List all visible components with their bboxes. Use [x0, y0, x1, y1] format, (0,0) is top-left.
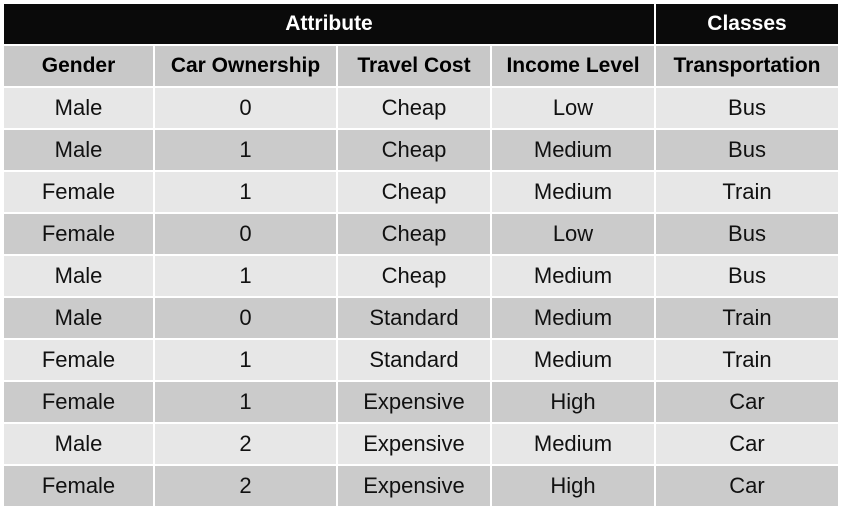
attribute-group-header: Attribute [4, 4, 656, 46]
transportation-data-table: Attribute Classes Gender Car Ownership T… [4, 4, 838, 508]
table-row: Male 1 Cheap Medium Bus [4, 129, 838, 172]
cell-gender: Male [4, 423, 155, 466]
cell-income-level: Medium [491, 297, 656, 340]
classes-group-header: Classes [655, 4, 838, 46]
table-row: Male 0 Cheap Low Bus [4, 87, 838, 130]
cell-travel-cost: Standard [337, 297, 492, 340]
table-row: Female 0 Cheap Low Bus [4, 213, 838, 256]
cell-gender: Male [4, 255, 155, 298]
table-row: Female 1 Cheap Medium Train [4, 171, 838, 214]
cell-car-ownership: 1 [154, 339, 338, 382]
cell-transportation: Car [655, 381, 838, 424]
cell-car-ownership: 1 [154, 255, 338, 298]
group-header-row: Attribute Classes [4, 4, 838, 46]
cell-travel-cost: Cheap [337, 255, 492, 298]
cell-gender: Female [4, 213, 155, 256]
cell-transportation: Bus [655, 255, 838, 298]
cell-car-ownership: 2 [154, 423, 338, 466]
cell-income-level: Low [491, 87, 656, 130]
cell-gender: Male [4, 87, 155, 130]
cell-gender: Female [4, 381, 155, 424]
cell-income-level: Medium [491, 129, 656, 172]
cell-transportation: Train [655, 297, 838, 340]
cell-car-ownership: 2 [154, 465, 338, 508]
cell-transportation: Train [655, 339, 838, 382]
cell-travel-cost: Cheap [337, 171, 492, 214]
column-header-transportation: Transportation [655, 45, 838, 88]
cell-transportation: Bus [655, 213, 838, 256]
cell-travel-cost: Expensive [337, 423, 492, 466]
cell-transportation: Train [655, 171, 838, 214]
cell-car-ownership: 1 [154, 129, 338, 172]
table-row: Female 1 Standard Medium Train [4, 339, 838, 382]
cell-transportation: Bus [655, 129, 838, 172]
cell-income-level: Low [491, 213, 656, 256]
cell-income-level: High [491, 381, 656, 424]
cell-car-ownership: 0 [154, 87, 338, 130]
cell-gender: Male [4, 297, 155, 340]
table-row: Female 1 Expensive High Car [4, 381, 838, 424]
table-row: Male 0 Standard Medium Train [4, 297, 838, 340]
cell-travel-cost: Cheap [337, 129, 492, 172]
cell-gender: Male [4, 129, 155, 172]
cell-travel-cost: Cheap [337, 213, 492, 256]
cell-car-ownership: 0 [154, 213, 338, 256]
cell-car-ownership: 1 [154, 381, 338, 424]
cell-gender: Female [4, 465, 155, 508]
cell-gender: Female [4, 339, 155, 382]
cell-car-ownership: 1 [154, 171, 338, 214]
cell-income-level: Medium [491, 339, 656, 382]
cell-income-level: Medium [491, 255, 656, 298]
column-header-car-ownership: Car Ownership [154, 45, 338, 88]
column-header-income-level: Income Level [491, 45, 656, 88]
cell-travel-cost: Expensive [337, 465, 492, 508]
column-header-travel-cost: Travel Cost [337, 45, 492, 88]
column-header-row: Gender Car Ownership Travel Cost Income … [4, 45, 838, 88]
table-row: Male 2 Expensive Medium Car [4, 423, 838, 466]
cell-gender: Female [4, 171, 155, 214]
cell-income-level: Medium [491, 423, 656, 466]
cell-transportation: Car [655, 423, 838, 466]
cell-travel-cost: Standard [337, 339, 492, 382]
cell-travel-cost: Cheap [337, 87, 492, 130]
cell-income-level: High [491, 465, 656, 508]
cell-transportation: Bus [655, 87, 838, 130]
cell-travel-cost: Expensive [337, 381, 492, 424]
cell-transportation: Car [655, 465, 838, 508]
column-header-gender: Gender [4, 45, 155, 88]
table-row: Male 1 Cheap Medium Bus [4, 255, 838, 298]
cell-car-ownership: 0 [154, 297, 338, 340]
table-body: Male 0 Cheap Low Bus Male 1 Cheap Medium Bus Femal… [4, 87, 838, 508]
table-row: Female 2 Expensive High Car [4, 465, 838, 508]
cell-income-level: Medium [491, 171, 656, 214]
